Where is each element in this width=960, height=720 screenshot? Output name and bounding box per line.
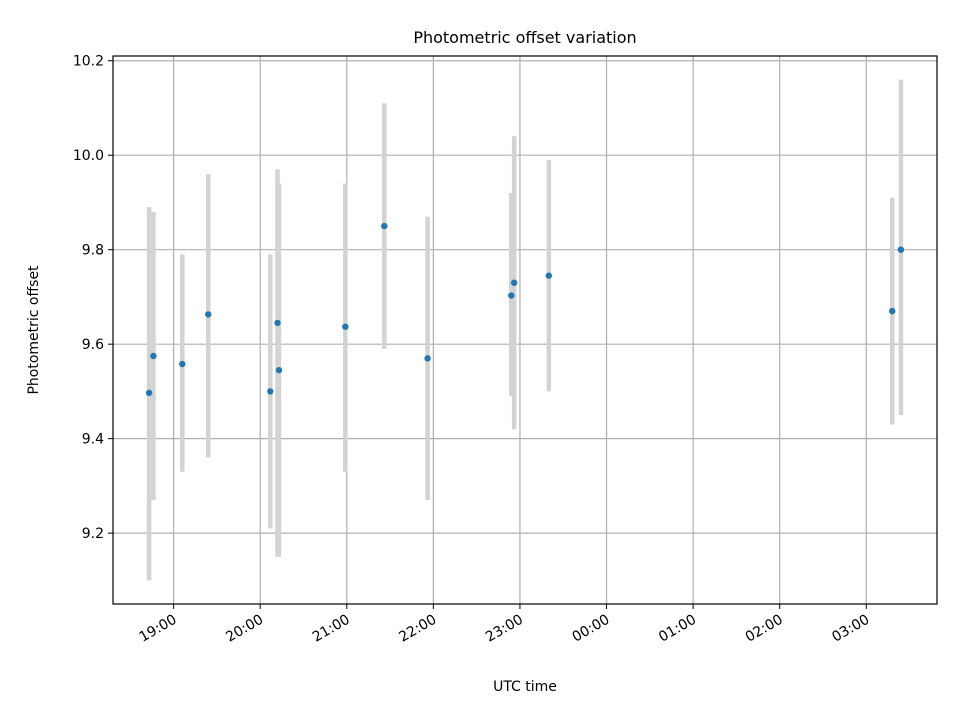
x-axis: 19:00 20:00 21:00 22:00 23:00 00:00 01:00 02:00… <box>137 604 872 646</box>
data-point <box>897 246 905 253</box>
data-point <box>205 311 212 318</box>
data-points <box>145 222 905 397</box>
data-point <box>145 389 153 397</box>
x-tick-label: 00:00 <box>570 612 613 646</box>
data-point <box>150 352 157 360</box>
x-axis-label: UTC time <box>493 679 557 695</box>
chart-title: Photometric offset variation <box>413 28 636 47</box>
data-point <box>267 388 274 395</box>
data-point <box>275 366 283 374</box>
y-tick-label: 9.2 <box>82 526 104 542</box>
data-point <box>510 279 518 286</box>
plot-frame <box>112 55 938 605</box>
x-tick-label: 22:00 <box>396 612 439 646</box>
grid <box>113 56 937 604</box>
y-tick-label: 9.6 <box>82 337 104 353</box>
x-tick-label: 21:00 <box>310 612 353 646</box>
data-point <box>545 272 553 279</box>
data-point <box>179 360 186 368</box>
data-point <box>342 323 349 330</box>
data-point <box>274 319 281 327</box>
data-point <box>424 355 431 362</box>
y-axis: 9.2 9.4 9.6 9.8 10.0 10.2 <box>73 54 113 542</box>
x-tick-label: 19:00 <box>137 612 180 646</box>
data-point <box>508 292 515 299</box>
data-point <box>889 307 896 315</box>
y-tick-label: 10.2 <box>73 54 104 70</box>
y-axis-label: Photometric offset <box>26 265 42 395</box>
x-tick-label: 02:00 <box>743 612 786 646</box>
x-tick-label: 20:00 <box>223 612 266 646</box>
x-tick-label: 01:00 <box>656 612 699 646</box>
data-point <box>381 222 388 230</box>
y-tick-label: 10.0 <box>73 148 104 164</box>
y-tick-label: 9.4 <box>82 432 104 448</box>
x-tick-label: 23:00 <box>483 612 526 646</box>
x-tick-label: 03:00 <box>829 612 872 646</box>
y-tick-label: 9.8 <box>82 243 104 259</box>
